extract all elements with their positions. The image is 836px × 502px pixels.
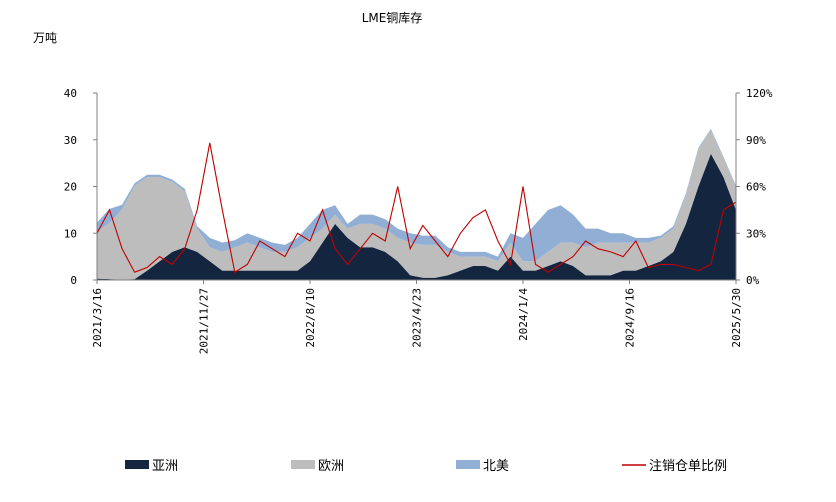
y-tick-label: 0 — [70, 274, 77, 287]
y2-tick-label: 90% — [746, 134, 766, 147]
y-tick-label: 30 — [64, 134, 77, 147]
y2-tick-label: 60% — [746, 181, 766, 194]
area-series-北美 — [97, 129, 736, 262]
y-tick-label: 10 — [64, 227, 77, 240]
y2-tick-label: 120% — [746, 87, 773, 100]
x-tick-label: 2022/8/10 — [304, 288, 317, 348]
plot-area — [96, 129, 737, 280]
x-tick-label: 2024/1/4 — [517, 288, 530, 341]
y2-tick-label: 0% — [746, 274, 760, 287]
y-tick-label: 40 — [64, 87, 77, 100]
legend-swatch-欧洲 — [291, 460, 315, 469]
legend-label-欧洲: 欧洲 — [318, 459, 344, 474]
x-tick-label: 2021/11/27 — [198, 288, 211, 354]
x-tick-label: 2023/4/23 — [411, 288, 424, 348]
area-series-欧洲 — [97, 130, 736, 280]
legend-label-注销仓单比例: 注销仓单比例 — [649, 459, 727, 474]
legend-swatch-北美 — [456, 460, 480, 469]
x-tick-label: 2021/3/16 — [91, 288, 104, 348]
axes: 0 10 20 30 40 0% 30% 60% 90% 120% 2021/3/16 2021/11… — [64, 87, 773, 354]
legend-swatch-亚洲 — [125, 460, 149, 469]
legend-label-北美: 北美 — [483, 459, 509, 474]
legend: 亚洲 欧洲 北美 注销仓单比例 — [125, 459, 727, 474]
x-tick-label: 2024/9/16 — [624, 288, 637, 348]
area-series-亚洲 — [97, 153, 736, 280]
y-tick-label: 20 — [64, 181, 77, 194]
line-series-注销仓单比例 — [96, 142, 737, 274]
x-tick-label: 2025/5/30 — [730, 288, 743, 348]
legend-label-亚洲: 亚洲 — [152, 459, 178, 474]
chart-title: LME铜库存 — [362, 10, 423, 25]
y-axis-unit-label: 万吨 — [33, 31, 57, 45]
y2-tick-label: 30% — [746, 227, 766, 240]
